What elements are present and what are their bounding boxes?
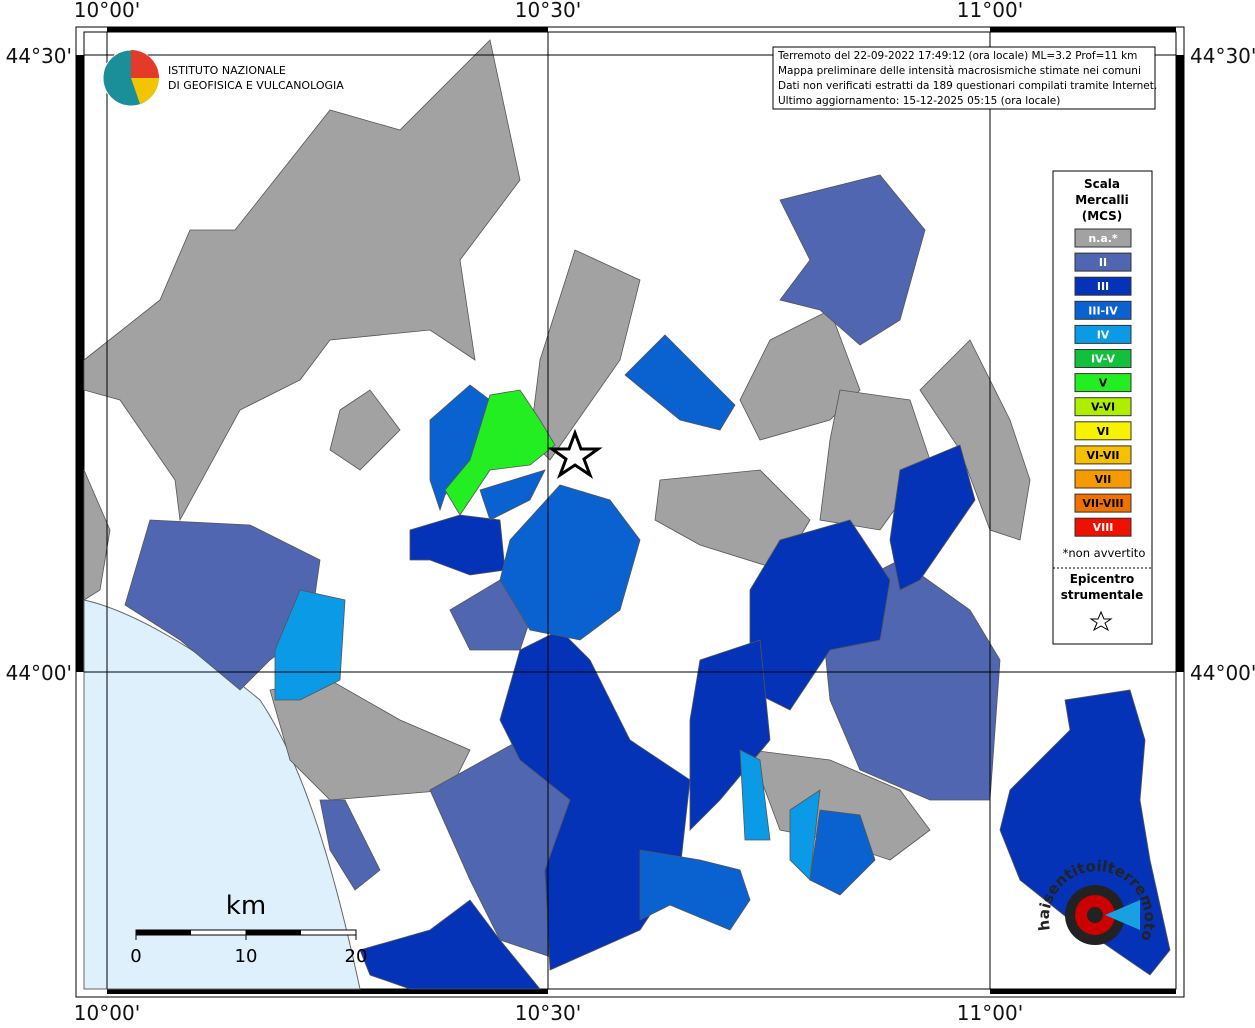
lat-label: 44°00' <box>1190 661 1255 685</box>
lon-label: 10°30' <box>515 0 581 22</box>
legend-epicenter: strumentale <box>1061 588 1144 602</box>
legend-swatch <box>1074 493 1132 513</box>
logo-text: DI GEOFISICA E VULCANOLOGIA <box>168 79 344 92</box>
legend-label: VII <box>1095 473 1112 486</box>
legend-label: VI-VII <box>1086 449 1119 462</box>
info-box: Terremoto del 22-09-2022 17:49:12 (ora l… <box>772 46 1157 110</box>
legend-label: VII-VIII <box>1082 497 1123 510</box>
legend-label: IV-V <box>1091 353 1116 366</box>
legend-epicenter: Epicentro <box>1070 572 1135 586</box>
graticule <box>84 32 1176 989</box>
epicenter-star <box>547 428 603 479</box>
legend-label: III-IV <box>1088 304 1118 317</box>
legend-label: III <box>1097 280 1109 293</box>
logo-text: ISTITUTO NAZIONALE <box>168 64 286 77</box>
legend-note: *non avvertito <box>1063 546 1146 560</box>
legend-label: VIII <box>1093 521 1114 534</box>
scale-bar-segment <box>136 930 191 935</box>
info-line: Dati non verificati estratti da 189 ques… <box>778 80 1157 92</box>
legend-swatch <box>1074 373 1132 393</box>
legend-label: IV <box>1097 328 1110 341</box>
logo: ISTITUTO NAZIONALE DI GEOFISICA E VULCAN… <box>102 49 344 107</box>
lon-label: 10°00' <box>74 0 140 22</box>
legend-title: Scala <box>1084 177 1120 191</box>
scale-tick-label: 0 <box>130 946 141 967</box>
legend-label: V <box>1099 377 1108 390</box>
legend-swatch <box>1074 517 1132 537</box>
legend-swatch <box>1074 252 1132 272</box>
info-line: Mappa preliminare delle intensità macros… <box>778 65 1141 77</box>
legend-swatch <box>1074 324 1132 344</box>
legend: Scala Mercalli (MCS) *non avvertito Epic… <box>1052 170 1153 645</box>
legend-label: V-VI <box>1091 401 1115 414</box>
legend-swatch <box>1074 228 1132 248</box>
legend-label: n.a.* <box>1088 232 1118 245</box>
lon-label: 11°00' <box>957 0 1023 22</box>
scale-tick-label: 20 <box>345 946 368 967</box>
sea <box>83 599 361 990</box>
lat-label: 44°00' <box>6 661 72 685</box>
legend-swatch <box>1074 469 1132 489</box>
scale-bar-segment <box>246 930 301 935</box>
legend-swatch <box>1074 397 1132 417</box>
municipalities <box>83 39 1171 990</box>
legend-label: II <box>1099 256 1107 269</box>
legend-swatch <box>1074 300 1132 320</box>
lon-label: 10°30' <box>515 1001 581 1024</box>
lon-label: 11°00' <box>957 1001 1023 1024</box>
lat-label: 44°30' <box>6 44 72 68</box>
scale-bar: km 0 10 20 <box>130 891 367 967</box>
lon-label: 10°00' <box>74 1001 140 1024</box>
legend-swatch <box>1074 276 1132 296</box>
scale-unit: km <box>226 891 266 921</box>
legend-label: VI <box>1097 425 1110 438</box>
lat-label: 44°30' <box>1190 44 1255 68</box>
info-line: Terremoto del 22-09-2022 17:49:12 (ora l… <box>777 50 1137 62</box>
info-line: Ultimo aggiornamento: 15-12-2025 05:15 (… <box>778 95 1060 107</box>
legend-swatch <box>1074 445 1132 465</box>
legend-swatch <box>1074 421 1132 441</box>
legend-swatch <box>1074 349 1132 368</box>
legend-title: (MCS) <box>1082 209 1123 223</box>
axis-labels: 10°00' 10°30' 11°00' 10°00' 10°30' 11°00… <box>6 0 1255 1025</box>
scale-tick-label: 10 <box>235 946 258 967</box>
legend-title: Mercalli <box>1075 193 1129 207</box>
